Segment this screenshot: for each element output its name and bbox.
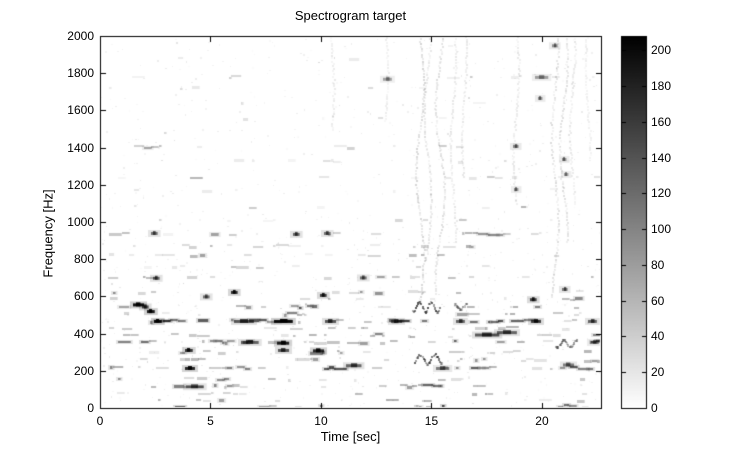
chart-title: Spectrogram target xyxy=(294,8,407,23)
x-tick-label: 20 xyxy=(535,414,549,428)
x-tick-label: 15 xyxy=(424,414,439,428)
y-tick-label: 1800 xyxy=(67,66,94,81)
x-tick-label: 0 xyxy=(96,414,104,428)
colorbar-tick-label: 180 xyxy=(651,79,672,94)
colorbar-tick-label: 120 xyxy=(651,186,672,201)
y-tick-label: 0 xyxy=(87,401,94,415)
colorbar-tick-label: 20 xyxy=(651,365,665,380)
y-tick-label: 2000 xyxy=(67,29,94,43)
y-tick-label: 200 xyxy=(73,363,94,378)
colorbar-tick-label: 0 xyxy=(651,401,658,415)
colorbar-tick-label: 40 xyxy=(651,329,665,344)
y-tick-label: 1200 xyxy=(67,177,94,192)
colorbar-tick-label: 60 xyxy=(651,293,665,308)
y-tick-label: 1000 xyxy=(67,215,94,229)
y-tick-label: 600 xyxy=(73,289,94,304)
colorbar-tick-label: 100 xyxy=(651,222,672,237)
x-axis-label: Time [sec] xyxy=(320,429,381,444)
y-tick-label: 1600 xyxy=(67,103,94,118)
x-tick-label: 5 xyxy=(207,414,214,428)
colorbar-tick-label: 200 xyxy=(651,43,672,58)
y-tick-label: 400 xyxy=(73,326,94,341)
colorbar-tick-label: 160 xyxy=(651,114,672,129)
colorbar-tick-label: 80 xyxy=(651,257,665,272)
y-tick-label: 1400 xyxy=(67,140,94,155)
colorbar-tick-label: 140 xyxy=(651,150,672,165)
x-tick-label: 10 xyxy=(314,414,328,428)
y-tick-label: 800 xyxy=(73,252,94,267)
